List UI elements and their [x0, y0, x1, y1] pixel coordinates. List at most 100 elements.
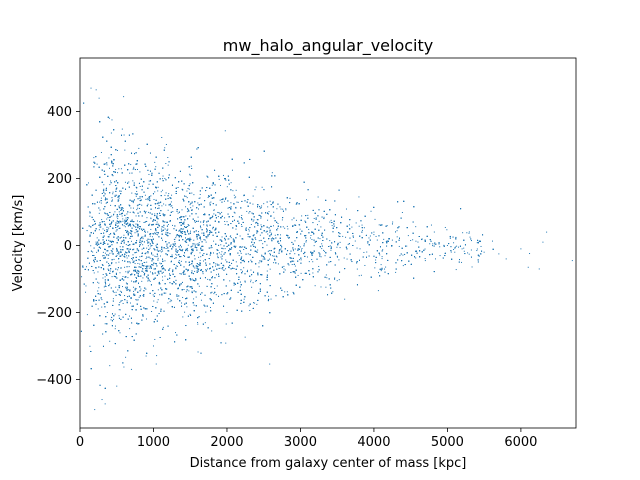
- scatter-point: [151, 252, 153, 254]
- scatter-point: [249, 309, 251, 311]
- scatter-point: [89, 215, 91, 217]
- scatter-point: [109, 365, 111, 367]
- scatter-point: [182, 296, 184, 298]
- scatter-point: [106, 218, 108, 220]
- scatter-point: [155, 256, 157, 258]
- scatter-point: [136, 209, 138, 211]
- scatter-point: [157, 299, 159, 301]
- scatter-point: [233, 284, 235, 286]
- scatter-point: [498, 253, 500, 255]
- scatter-point: [134, 287, 136, 289]
- scatter-point: [318, 265, 320, 267]
- scatter-point: [373, 231, 375, 233]
- scatter-point: [313, 217, 315, 219]
- scatter-point: [252, 220, 254, 222]
- scatter-point: [142, 236, 144, 238]
- scatter-point: [131, 280, 133, 282]
- scatter-point: [105, 285, 107, 287]
- scatter-point: [135, 215, 137, 217]
- scatter-point: [183, 228, 185, 230]
- scatter-point: [186, 249, 188, 251]
- scatter-point: [151, 233, 153, 235]
- scatter-point: [352, 236, 354, 238]
- scatter-point: [453, 249, 455, 251]
- scatter-point: [204, 322, 206, 324]
- scatter-point: [137, 207, 139, 209]
- scatter-point: [133, 290, 135, 292]
- scatter-point: [145, 211, 147, 213]
- scatter-point: [197, 202, 199, 204]
- scatter-point: [109, 216, 111, 218]
- scatter-point: [225, 342, 227, 344]
- scatter-point: [466, 232, 468, 234]
- scatter-point: [198, 242, 200, 244]
- scatter-point: [282, 208, 284, 210]
- scatter-point: [114, 211, 116, 213]
- scatter-point: [100, 202, 102, 204]
- scatter-point: [98, 212, 100, 214]
- scatter-point: [96, 251, 98, 253]
- scatter-point: [122, 220, 124, 222]
- scatter-point: [183, 289, 185, 290]
- scatter-point: [135, 266, 137, 268]
- scatter-point: [323, 249, 325, 251]
- scatter-point: [192, 205, 194, 207]
- scatter-point: [181, 209, 183, 211]
- scatter-point: [277, 263, 279, 265]
- scatter-point: [156, 301, 158, 303]
- scatter-point: [379, 254, 381, 256]
- scatter-point: [491, 240, 493, 242]
- scatter-point: [135, 195, 137, 197]
- scatter-point: [200, 256, 202, 258]
- scatter-point: [177, 298, 179, 300]
- scatter-point: [136, 193, 138, 195]
- scatter-point: [158, 224, 160, 226]
- scatter-point: [450, 251, 452, 253]
- scatter-point: [81, 276, 83, 278]
- scatter-point: [257, 249, 259, 251]
- scatter-point: [123, 134, 125, 136]
- scatter-point: [293, 260, 295, 262]
- scatter-point: [146, 266, 148, 268]
- scatter-point: [102, 277, 104, 279]
- scatter-point: [119, 301, 121, 303]
- scatter-point: [139, 263, 141, 265]
- scatter-point: [211, 330, 213, 332]
- scatter-point: [217, 216, 219, 218]
- scatter-point: [383, 238, 385, 240]
- scatter-point: [105, 213, 107, 215]
- scatter-point: [241, 246, 243, 248]
- scatter-point: [125, 356, 127, 358]
- scatter-point: [193, 239, 195, 241]
- scatter-point: [211, 231, 213, 233]
- scatter-point: [162, 276, 164, 278]
- scatter-point: [107, 217, 109, 219]
- scatter-point: [98, 97, 100, 99]
- scatter-point: [378, 272, 380, 274]
- scatter-point: [155, 223, 157, 225]
- scatter-point: [102, 242, 104, 244]
- scatter-point: [119, 272, 121, 274]
- scatter-point: [241, 214, 243, 216]
- scatter-point: [106, 229, 108, 231]
- scatter-point: [109, 270, 111, 272]
- scatter-point: [193, 255, 195, 257]
- scatter-point: [118, 199, 120, 201]
- scatter-point: [112, 193, 114, 195]
- scatter-point: [267, 250, 269, 252]
- scatter-point: [463, 247, 465, 249]
- scatter-point: [186, 229, 188, 231]
- scatter-point: [260, 261, 262, 263]
- scatter-point: [135, 194, 137, 196]
- scatter-point: [111, 276, 113, 278]
- scatter-point: [104, 323, 106, 325]
- scatter-point: [137, 262, 139, 264]
- scatter-point: [406, 245, 408, 247]
- scatter-point: [189, 174, 191, 176]
- scatter-point: [226, 186, 228, 188]
- scatter-point: [136, 220, 138, 222]
- scatter-point: [185, 206, 187, 208]
- scatter-point: [136, 277, 138, 279]
- scatter-point: [266, 244, 268, 246]
- scatter-point: [273, 211, 275, 213]
